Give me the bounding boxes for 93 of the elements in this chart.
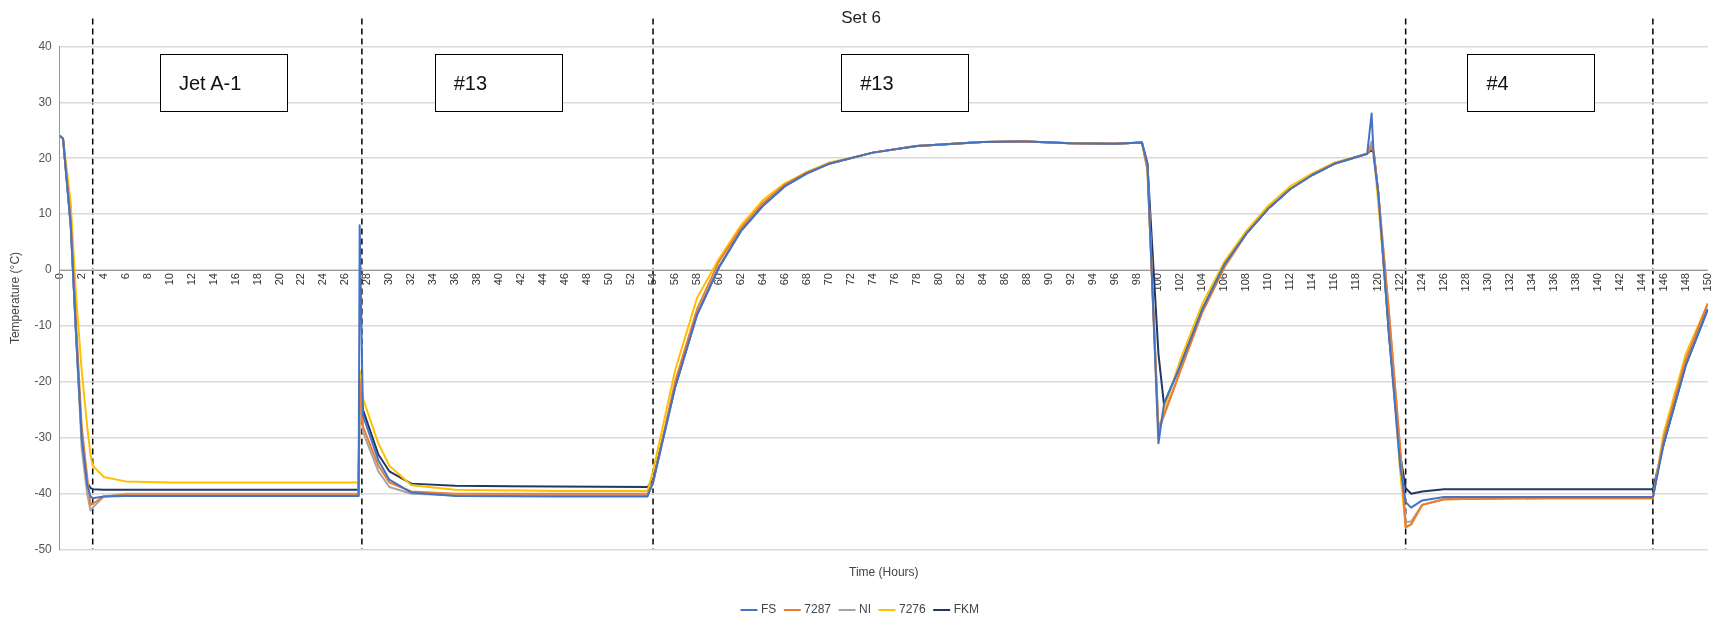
x-tick-label: 144 [1634, 273, 1647, 292]
x-tick-label: 12 [184, 273, 197, 286]
x-tick-label: 54 [646, 273, 659, 286]
x-tick-label: 124 [1415, 273, 1428, 292]
legend-label: NI [859, 602, 871, 617]
x-tick-label: 80 [931, 273, 944, 286]
x-tick-label: 14 [206, 273, 219, 286]
x-tick-label: 42 [514, 273, 527, 286]
x-tick-label: 138 [1568, 273, 1581, 292]
x-tick-label: 4 [96, 273, 109, 280]
x-tick-label: 34 [426, 273, 439, 286]
x-tick-label: 76 [887, 273, 900, 286]
x-tick-label: 50 [602, 273, 615, 286]
x-tick-label: 140 [1590, 273, 1603, 292]
x-tick-label: 108 [1239, 273, 1252, 292]
x-tick-label: 90 [1041, 273, 1054, 286]
x-tick-label: 92 [1063, 273, 1076, 286]
x-tick-label: 22 [294, 273, 307, 286]
x-tick-label: 126 [1437, 273, 1450, 292]
y-tick-label: -30 [34, 430, 53, 445]
x-tick-label: 142 [1612, 273, 1625, 292]
x-tick-label: 122 [1393, 273, 1406, 292]
x-tick-label: 82 [953, 273, 966, 286]
x-tick-label: 8 [140, 273, 153, 280]
y-tick-label: -10 [34, 318, 53, 333]
x-tick-label: 44 [536, 273, 549, 286]
x-tick-label: 28 [360, 273, 373, 286]
text-box: #13 [841, 54, 970, 113]
x-tick-label: 48 [580, 273, 593, 286]
x-tick-label: 64 [755, 273, 768, 286]
x-tick-label: 40 [492, 273, 505, 286]
x-tick-label: 110 [1261, 273, 1274, 291]
x-tick-label: 114 [1305, 273, 1318, 291]
x-tick-label: 36 [448, 273, 461, 286]
x-tick-label: 18 [250, 273, 263, 286]
x-tick-label: 118 [1349, 273, 1362, 291]
x-tick-label: 72 [843, 273, 856, 286]
x-tick-label: 94 [1085, 273, 1098, 286]
y-tick-label: 40 [38, 38, 53, 53]
y-axis-title: Temperature (°C) [7, 251, 22, 345]
x-tick-label: 6 [118, 273, 131, 280]
chart-title: Set 6 [841, 7, 881, 27]
x-tick-label: 130 [1481, 273, 1494, 292]
x-tick-label: 74 [865, 273, 878, 286]
x-tick-label: 116 [1327, 273, 1340, 291]
y-tick-label: -50 [34, 541, 53, 556]
x-tick-label: 88 [1019, 273, 1032, 286]
x-tick-label: 128 [1459, 273, 1472, 292]
x-tick-label: 62 [733, 273, 746, 286]
y-tick-label: -20 [34, 374, 53, 389]
x-tick-label: 56 [668, 273, 681, 286]
y-tick-label: -40 [34, 486, 53, 500]
x-tick-label: 66 [777, 273, 790, 286]
legend-label: 7287 [804, 602, 832, 617]
text-box: #13 [434, 54, 563, 113]
x-tick-label: 32 [404, 273, 417, 286]
x-tick-label: 58 [690, 273, 703, 286]
x-tick-label: 68 [799, 273, 812, 286]
x-tick-label: 16 [228, 273, 241, 286]
y-tick-label: 30 [38, 94, 53, 109]
x-tick-label: 78 [909, 273, 922, 286]
x-axis-title: Time (Hours) [848, 565, 919, 580]
text-box: #4 [1467, 54, 1596, 113]
x-tick-label: 148 [1678, 273, 1691, 292]
x-tick-label: 104 [1195, 273, 1208, 292]
x-tick-label: 96 [1107, 273, 1120, 286]
x-tick-label: 146 [1656, 273, 1669, 292]
x-tick-label: 10 [162, 273, 175, 286]
x-tick-label: 150 [1700, 273, 1713, 292]
x-tick-label: 134 [1525, 273, 1538, 292]
legend-label: FS [760, 602, 777, 617]
x-tick-label: 84 [975, 273, 988, 286]
x-tick-label: 46 [558, 273, 571, 286]
y-tick-label: 20 [38, 150, 53, 165]
x-tick-label: 20 [272, 273, 285, 286]
x-tick-label: 132 [1503, 273, 1516, 292]
x-tick-label: 98 [1129, 273, 1142, 286]
x-tick-label: 38 [470, 273, 483, 286]
x-tick-label: 112 [1283, 273, 1296, 291]
x-tick-label: 136 [1547, 273, 1560, 292]
x-tick-label: 102 [1173, 273, 1186, 292]
x-tick-label: 70 [821, 273, 834, 286]
x-tick-label: 30 [382, 273, 395, 286]
x-tick-label: 2 [74, 273, 87, 280]
text-box: Jet A-1 [160, 54, 288, 113]
y-tick-label: 10 [38, 206, 53, 221]
x-tick-label: 26 [338, 273, 351, 286]
x-tick-label: 120 [1371, 273, 1384, 292]
x-tick-label: 86 [997, 273, 1010, 286]
x-tick-label: 24 [316, 273, 329, 286]
x-tick-label: 52 [624, 273, 637, 286]
legend-label: FKM [953, 602, 980, 617]
legend-label: 7276 [899, 602, 927, 617]
